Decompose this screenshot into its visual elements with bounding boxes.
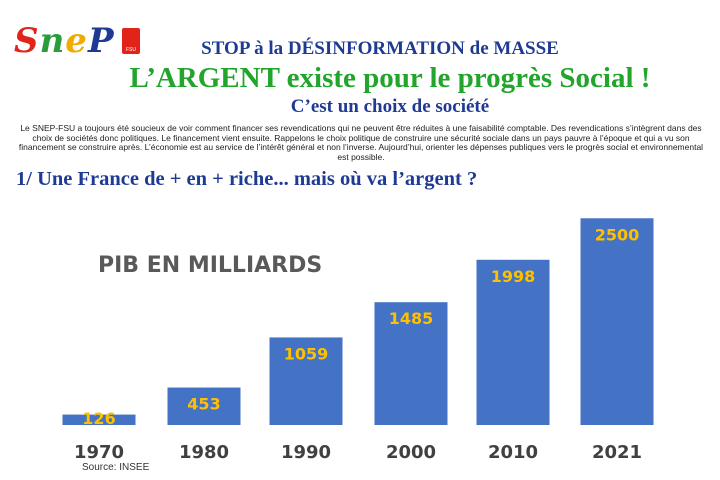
bar-2010	[476, 259, 550, 425]
bar-1980	[167, 387, 241, 425]
bar-1990	[269, 337, 343, 425]
logo-letter-3: P	[87, 21, 115, 61]
headline-stop-desinformation: STOP à la DÉSINFORMATION de MASSE	[201, 38, 559, 59]
snep-fsu-logo: SneP FSU	[14, 22, 144, 60]
logo-letter-1: n	[39, 21, 66, 61]
value-label-1980: 453	[187, 395, 220, 414]
value-label-2000: 1485	[389, 309, 434, 328]
logo-letter-0: S	[14, 21, 40, 61]
source-note: Source: INSEE	[82, 462, 150, 473]
value-label-1970: 126	[82, 409, 115, 428]
value-label-2010: 1998	[491, 267, 536, 286]
category-label-1970: 1970	[74, 442, 124, 463]
value-label-1990: 1059	[284, 344, 329, 363]
chart-title: PIB EN MILLIARDS	[98, 253, 322, 278]
section-title: 1/ Une France de + en + riche... mais où…	[16, 168, 478, 190]
category-label-2010: 2010	[488, 442, 538, 463]
bar-1970	[62, 414, 136, 425]
headline-argent: L’ARGENT existe pour le progrès Social !	[129, 62, 651, 94]
bar-2021	[580, 218, 654, 425]
fsu-logo-badge: FSU	[122, 28, 140, 54]
logo-letter-2: e	[65, 21, 88, 61]
category-label-1980: 1980	[179, 442, 229, 463]
category-label-2000: 2000	[386, 442, 436, 463]
value-label-2021: 2500	[595, 225, 640, 244]
category-label-1990: 1990	[281, 442, 331, 463]
bar-2000	[374, 302, 448, 425]
intro-paragraph: Le SNEP-FSU a toujours été soucieux de v…	[18, 123, 704, 162]
chart-background	[38, 200, 678, 468]
logo-letters: SneP	[14, 22, 115, 60]
pib-bar-chart: PIB EN MILLIARDS 126 1970 453 1980 1059 1990 1…	[38, 200, 678, 468]
category-label-2021: 2021	[592, 442, 642, 463]
headline-choix-societe: C’est un choix de société	[290, 96, 490, 117]
